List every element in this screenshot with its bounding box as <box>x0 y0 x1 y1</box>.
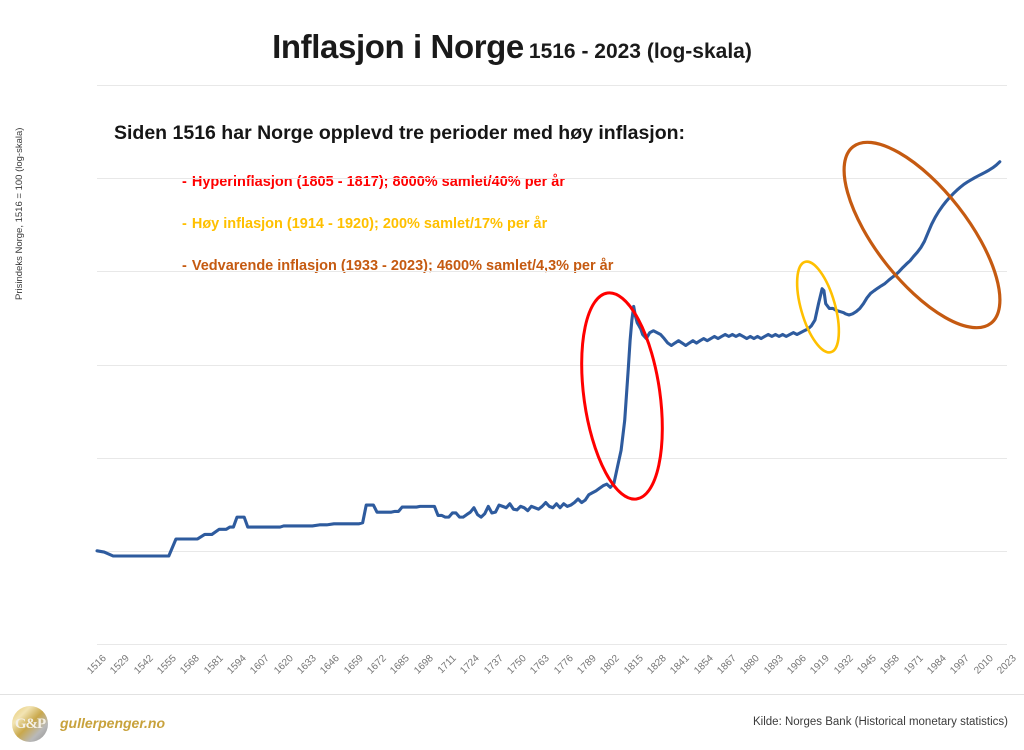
title-subtitle: 1516 - 2023 (log-skala) <box>528 40 752 63</box>
annotation-item-text: Høy inflasjon (1914 - 1920); 200% samlet… <box>191 216 548 232</box>
brand-name: gullerpenger.no <box>60 715 166 731</box>
annotation-dash: - <box>182 258 187 274</box>
page-title: Inflasjon i Norge 1516 - 2023 (log-skala) <box>0 28 1024 66</box>
gridline <box>97 457 1007 459</box>
gridline <box>97 644 1007 645</box>
source-credit: Kilde: Norges Bank (Historical monetary … <box>753 716 1008 728</box>
annotation-item-text: Hyperinflasjon (1805 - 1817); 8000% saml… <box>191 174 565 190</box>
plot-area: 10.000.0001.000.000100.00010.0001.000100… <box>85 85 1019 677</box>
gridline <box>97 364 1007 366</box>
footer-divider <box>0 694 1024 695</box>
title-main: Inflasjon i Norge <box>272 28 524 65</box>
gridline <box>97 271 1007 273</box>
gridline <box>97 550 1007 552</box>
annotation-heading: Siden 1516 har Norge opplevd tre periode… <box>114 122 686 144</box>
annotation-ellipse <box>580 291 664 501</box>
data-series-layer <box>95 160 1002 558</box>
annotation-item-hyperinflasjon: - Hyperinflasjon (1805 - 1817); 8000% sam… <box>182 174 565 190</box>
data-line <box>95 160 1002 558</box>
annotation-ellipse <box>842 140 1002 330</box>
annotation-item-hoy-inflasjon: - Høy inflasjon (1914 - 1920); 200% samle… <box>182 216 547 232</box>
annotation-item-text: Vedvarende inflasjon (1933 - 2023); 4600… <box>191 258 614 274</box>
annotation-dash: - <box>182 216 187 232</box>
y-axis-title: Prisindeks Norge, 1516 = 100 (log-skala) <box>14 127 25 300</box>
annotation-item-vedvarende-inflasjon: - Vedvarende inflasjon (1933 - 2023); 460… <box>182 258 613 274</box>
annotation-ellipse-layer <box>580 140 1002 501</box>
gridline <box>97 85 1007 86</box>
annotation-dash: - <box>182 174 187 190</box>
gridline <box>97 178 1007 180</box>
annotation-ellipse <box>795 260 841 354</box>
brand-logo-icon: G&P <box>12 706 48 742</box>
